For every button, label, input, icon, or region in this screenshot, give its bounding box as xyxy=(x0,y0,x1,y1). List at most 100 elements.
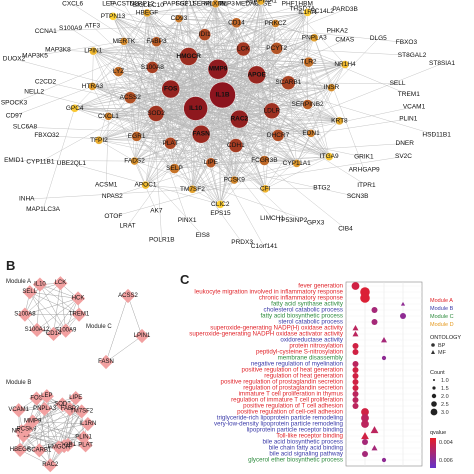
gene-node[interactable] xyxy=(231,17,242,28)
gene-label: FBXO32 xyxy=(34,132,59,139)
gene-label: EIS8 xyxy=(196,232,210,239)
gene-node[interactable] xyxy=(236,41,251,57)
module-node[interactable] xyxy=(98,354,114,370)
module-node[interactable] xyxy=(13,442,28,457)
term-point[interactable] xyxy=(362,439,368,445)
gene-node[interactable] xyxy=(88,82,97,91)
gene-node[interactable] xyxy=(327,83,336,92)
gene-node[interactable] xyxy=(183,96,208,121)
gene-node[interactable] xyxy=(207,59,229,80)
gene-node[interactable] xyxy=(174,14,184,23)
module-node[interactable] xyxy=(120,288,136,304)
term-point[interactable] xyxy=(352,379,359,385)
term-point[interactable] xyxy=(352,391,359,397)
gene-node[interactable] xyxy=(263,102,281,119)
gene-node[interactable] xyxy=(151,36,162,47)
term-point[interactable] xyxy=(400,313,406,319)
gene-node[interactable] xyxy=(303,8,312,17)
term-point[interactable] xyxy=(361,420,369,428)
network-edge xyxy=(145,184,193,190)
gene-node[interactable] xyxy=(230,175,239,185)
gene-node[interactable] xyxy=(261,184,270,194)
module-node[interactable] xyxy=(39,389,54,404)
module-node[interactable] xyxy=(37,401,52,417)
term-point[interactable] xyxy=(371,445,378,451)
module-node[interactable] xyxy=(68,390,83,406)
term-point[interactable] xyxy=(361,408,369,416)
gene-node[interactable] xyxy=(161,79,180,99)
term-point[interactable] xyxy=(352,367,359,373)
gene-node[interactable] xyxy=(179,47,198,66)
term-point[interactable] xyxy=(352,325,359,331)
gene-node[interactable] xyxy=(191,125,211,144)
gene-node[interactable] xyxy=(113,66,124,77)
module-node[interactable] xyxy=(53,276,68,291)
term-point[interactable] xyxy=(352,397,359,403)
term-point[interactable] xyxy=(352,349,359,355)
term-point[interactable] xyxy=(361,432,369,440)
gene-node[interactable] xyxy=(306,129,316,138)
term-point[interactable] xyxy=(352,403,359,409)
gene-node[interactable] xyxy=(230,109,249,129)
gene-node[interactable] xyxy=(292,159,301,168)
term-point[interactable] xyxy=(352,385,359,391)
gene-node[interactable] xyxy=(188,185,197,194)
gene-node[interactable] xyxy=(340,60,350,69)
gene-node[interactable] xyxy=(119,37,129,46)
term-point[interactable] xyxy=(362,451,368,457)
gene-node[interactable] xyxy=(108,12,118,21)
gene-node[interactable] xyxy=(271,19,280,28)
gene-node[interactable] xyxy=(146,61,159,74)
term-point[interactable] xyxy=(352,373,359,379)
gene-node[interactable] xyxy=(142,8,152,18)
term-point[interactable] xyxy=(370,426,379,434)
gene-node[interactable] xyxy=(147,105,165,122)
term-point[interactable] xyxy=(352,343,359,349)
gene-node[interactable] xyxy=(124,91,137,104)
gene-node[interactable] xyxy=(211,0,220,8)
gene-node[interactable] xyxy=(325,152,334,161)
gene-node[interactable] xyxy=(303,56,314,68)
gene-node[interactable] xyxy=(302,99,313,110)
term-point[interactable] xyxy=(400,301,406,306)
gene-node[interactable] xyxy=(310,33,319,42)
term-point[interactable] xyxy=(381,337,387,343)
term-point[interactable] xyxy=(381,457,387,463)
gene-label: C1orf141 xyxy=(251,243,278,250)
gene-node[interactable] xyxy=(89,46,98,56)
gene-node[interactable] xyxy=(256,0,266,6)
term-point[interactable] xyxy=(371,319,378,325)
gene-node[interactable] xyxy=(259,155,270,166)
gene-node[interactable] xyxy=(335,116,344,126)
module-node[interactable] xyxy=(78,438,93,453)
gene-node[interactable] xyxy=(198,28,211,41)
gene-label: LRAT xyxy=(119,222,135,229)
term-point[interactable] xyxy=(361,414,369,422)
gene-node[interactable] xyxy=(130,156,139,166)
module-node[interactable] xyxy=(29,391,44,406)
gene-node[interactable] xyxy=(164,137,177,150)
gene-node[interactable] xyxy=(271,129,285,142)
gene-node[interactable] xyxy=(131,131,142,142)
term-point[interactable] xyxy=(352,331,359,337)
term-point[interactable] xyxy=(381,355,387,361)
gene-node[interactable] xyxy=(247,65,266,85)
gene-node[interactable] xyxy=(141,180,150,190)
gene-node[interactable] xyxy=(169,163,180,174)
module-node[interactable] xyxy=(134,328,150,344)
gene-node[interactable] xyxy=(70,104,79,113)
gene-node[interactable] xyxy=(104,112,113,121)
term-point[interactable] xyxy=(352,361,359,367)
gene-node[interactable] xyxy=(270,42,283,55)
module-node[interactable] xyxy=(51,440,66,455)
gene-node[interactable] xyxy=(281,75,296,90)
gene-node[interactable] xyxy=(205,157,217,168)
gene-node[interactable] xyxy=(209,81,236,109)
term-point[interactable] xyxy=(371,307,378,313)
gene-node[interactable] xyxy=(216,200,225,209)
term-point[interactable] xyxy=(360,293,370,303)
network-edge xyxy=(296,64,346,164)
term-point[interactable] xyxy=(351,282,360,290)
gene-node[interactable] xyxy=(228,138,244,153)
gene-node[interactable] xyxy=(94,136,104,145)
